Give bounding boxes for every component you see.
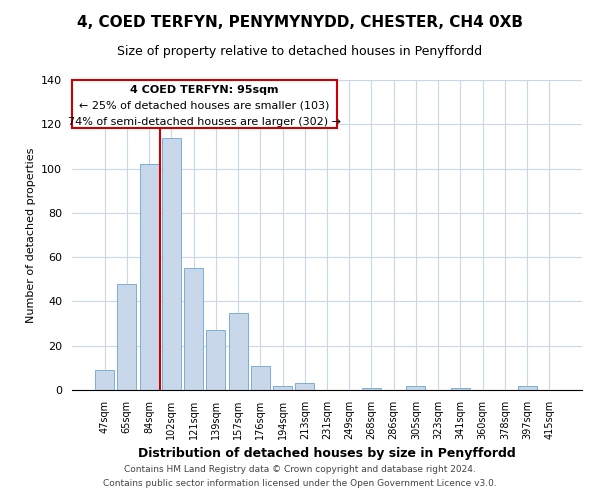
Y-axis label: Number of detached properties: Number of detached properties bbox=[26, 148, 35, 322]
Bar bbox=[451, 388, 470, 390]
Bar bbox=[118, 284, 136, 390]
Text: Size of property relative to detached houses in Penyffordd: Size of property relative to detached ho… bbox=[118, 45, 482, 58]
Text: Contains HM Land Registry data © Crown copyright and database right 2024.
Contai: Contains HM Land Registry data © Crown c… bbox=[103, 466, 497, 487]
X-axis label: Distribution of detached houses by size in Penyffordd: Distribution of detached houses by size … bbox=[138, 448, 516, 460]
Bar bbox=[251, 366, 270, 390]
Text: 4 COED TERFYN: 95sqm: 4 COED TERFYN: 95sqm bbox=[130, 84, 279, 94]
Bar bbox=[273, 386, 292, 390]
Bar bbox=[362, 388, 381, 390]
Bar bbox=[206, 330, 225, 390]
FancyBboxPatch shape bbox=[72, 80, 337, 128]
Bar bbox=[162, 138, 181, 390]
Bar bbox=[295, 384, 314, 390]
Bar bbox=[95, 370, 114, 390]
Bar bbox=[406, 386, 425, 390]
Text: ← 25% of detached houses are smaller (103): ← 25% of detached houses are smaller (10… bbox=[79, 101, 330, 111]
Bar bbox=[229, 312, 248, 390]
Bar bbox=[518, 386, 536, 390]
Bar bbox=[140, 164, 158, 390]
Text: 4, COED TERFYN, PENYMYNYDD, CHESTER, CH4 0XB: 4, COED TERFYN, PENYMYNYDD, CHESTER, CH4… bbox=[77, 15, 523, 30]
Text: 74% of semi-detached houses are larger (302) →: 74% of semi-detached houses are larger (… bbox=[68, 116, 341, 126]
Bar bbox=[184, 268, 203, 390]
